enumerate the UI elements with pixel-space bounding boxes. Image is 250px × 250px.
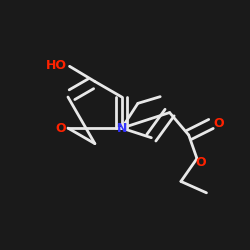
Text: O: O xyxy=(56,122,66,134)
Text: O: O xyxy=(213,117,224,130)
Text: N: N xyxy=(116,122,127,134)
Text: HO: HO xyxy=(46,58,67,71)
Text: O: O xyxy=(195,156,206,169)
